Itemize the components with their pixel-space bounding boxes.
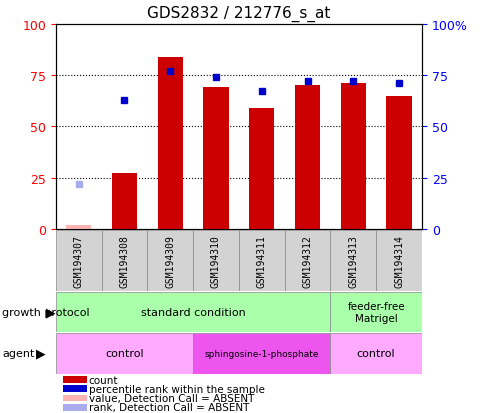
Bar xyxy=(330,292,421,332)
Text: rank, Detection Call = ABSENT: rank, Detection Call = ABSENT xyxy=(89,402,249,412)
Bar xyxy=(330,333,421,374)
Bar xyxy=(63,385,87,392)
Bar xyxy=(203,88,228,229)
Text: GSM194307: GSM194307 xyxy=(74,234,83,287)
Text: count: count xyxy=(89,375,118,385)
Bar xyxy=(193,230,238,291)
Text: growth protocol: growth protocol xyxy=(2,307,90,317)
Bar xyxy=(56,292,330,332)
Bar xyxy=(294,86,319,229)
Text: ▶: ▶ xyxy=(36,347,46,360)
Text: standard condition: standard condition xyxy=(140,307,245,317)
Text: agent: agent xyxy=(2,349,35,358)
Bar xyxy=(330,230,376,291)
Bar xyxy=(340,84,365,229)
Text: value, Detection Call = ABSENT: value, Detection Call = ABSENT xyxy=(89,393,254,403)
Text: feeder-free
Matrigel: feeder-free Matrigel xyxy=(347,301,404,323)
Bar xyxy=(63,404,87,411)
Bar xyxy=(66,225,91,229)
Text: GSM194308: GSM194308 xyxy=(119,234,129,287)
Text: GSM194313: GSM194313 xyxy=(348,234,358,287)
Bar xyxy=(63,376,87,383)
Text: GSM194312: GSM194312 xyxy=(302,234,312,287)
Bar xyxy=(56,333,193,374)
Bar xyxy=(56,230,101,291)
Bar xyxy=(249,109,274,229)
Text: ▶: ▶ xyxy=(46,306,56,319)
Bar xyxy=(157,57,182,229)
Text: control: control xyxy=(356,349,394,358)
Text: control: control xyxy=(105,349,143,358)
Bar xyxy=(386,96,411,229)
Bar xyxy=(376,230,421,291)
Text: percentile rank within the sample: percentile rank within the sample xyxy=(89,384,264,394)
Text: GSM194310: GSM194310 xyxy=(211,234,221,287)
Bar xyxy=(101,230,147,291)
Text: GSM194311: GSM194311 xyxy=(256,234,266,287)
Text: sphingosine-1-phosphate: sphingosine-1-phosphate xyxy=(204,349,318,358)
Text: GSM194314: GSM194314 xyxy=(393,234,403,287)
Bar xyxy=(284,230,330,291)
Bar xyxy=(112,174,137,229)
Bar xyxy=(147,230,193,291)
Bar xyxy=(63,394,87,401)
Title: GDS2832 / 212776_s_at: GDS2832 / 212776_s_at xyxy=(147,6,330,22)
Text: GSM194309: GSM194309 xyxy=(165,234,175,287)
Bar xyxy=(238,230,284,291)
Bar xyxy=(193,333,330,374)
